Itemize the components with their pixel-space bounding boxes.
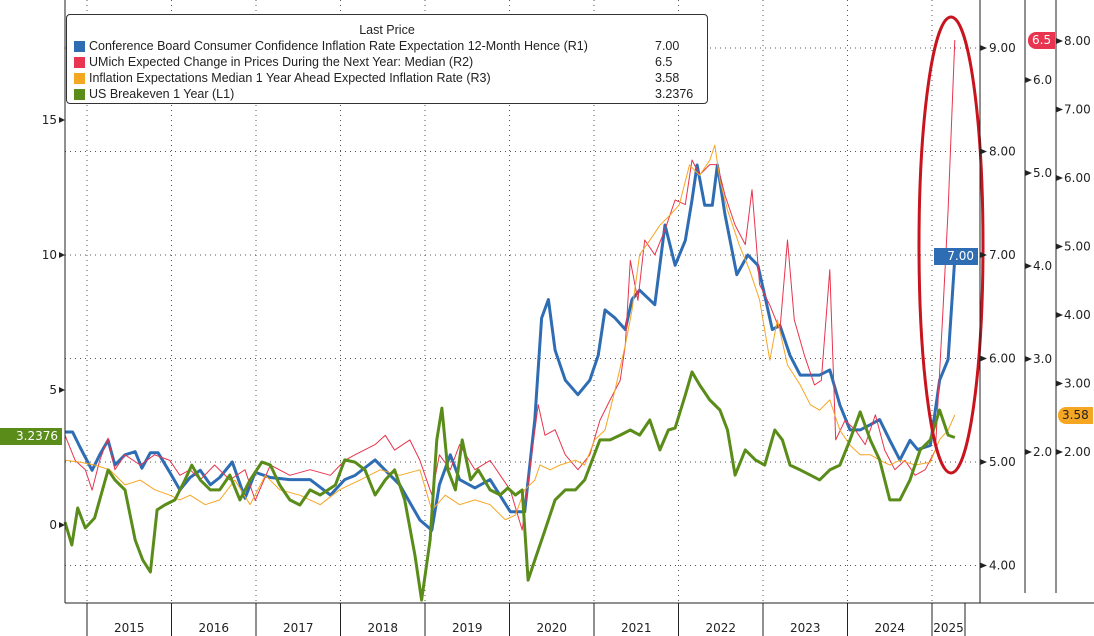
l1-tick — [59, 117, 65, 123]
l1-tick-label: 10 — [42, 248, 57, 262]
legend-value: 6.5 — [655, 55, 673, 69]
r3-tick — [1056, 380, 1063, 387]
last-value-tag-r3: 3.58 — [1058, 407, 1093, 424]
r3-tick — [1056, 106, 1063, 113]
r1-tick-label: 8.00 — [989, 145, 1016, 159]
series-line-l1 — [63, 370, 956, 602]
l1-tick-label: 0 — [49, 518, 57, 532]
r2-tick — [1025, 356, 1032, 362]
legend-entry-inflation-expectations: Inflation Expectations Median 1 Year Ahe… — [67, 70, 707, 86]
legend-label: Inflation Expectations Median 1 Year Ahe… — [89, 71, 491, 85]
highlight-ellipse-annotation — [917, 15, 985, 475]
x-tick-label: 2024 — [874, 621, 905, 635]
x-tick-label: 2021 — [621, 621, 652, 635]
r2-tick — [1025, 449, 1032, 455]
last-value-tag-l1: 3.2376 — [0, 428, 62, 445]
x-tick-label: 2023 — [790, 621, 821, 635]
legend-value: 3.2376 — [655, 87, 694, 101]
l1-tick-label: 15 — [42, 113, 57, 127]
legend-swatch — [74, 72, 85, 84]
last-value-tag-r1: 7.00 — [934, 248, 978, 265]
r1-tick — [980, 459, 987, 465]
x-tick-label: 2018 — [367, 621, 398, 635]
r2-tick — [1025, 170, 1032, 176]
r1-tick — [980, 45, 987, 51]
r1-tick — [980, 562, 987, 569]
l1-tick-label: 5 — [49, 383, 57, 397]
l1-tick — [59, 387, 65, 393]
r1-tick — [980, 252, 987, 258]
x-tick-label: 2015 — [114, 621, 145, 635]
r3-tick — [1056, 38, 1063, 44]
r2-tick-label: 3.0 — [1033, 352, 1052, 366]
legend-swatch — [74, 88, 85, 100]
x-tick-label: 2025 — [933, 621, 964, 635]
r3-tick — [1056, 312, 1063, 318]
series-line-r3 — [64, 144, 956, 521]
series-layer — [63, 39, 957, 602]
legend-entry-breakeven: US Breakeven 1 Year (L1) 3.2376 — [67, 86, 707, 102]
x-tick-label: 2019 — [452, 621, 483, 635]
r2-tick-label: 5.0 — [1033, 166, 1052, 180]
series-line-r2 — [64, 39, 956, 531]
legend-entry-conference-board: Conference Board Consumer Confidence Inf… — [67, 38, 707, 54]
legend-label: US Breakeven 1 Year (L1) — [89, 87, 235, 101]
legend-label: Conference Board Consumer Confidence Inf… — [89, 39, 588, 53]
r2-tick-label: 6.0 — [1033, 73, 1052, 87]
legend: Last Price Conference Board Consumer Con… — [66, 14, 708, 104]
r2-tick — [1025, 263, 1032, 269]
r3-tick-label: 8.00 — [1064, 34, 1091, 48]
r2-tick-label: 2.0 — [1033, 445, 1052, 459]
x-tick-label: 2016 — [198, 621, 229, 635]
r1-tick-label: 4.00 — [989, 559, 1016, 573]
series-line-r1 — [65, 163, 957, 532]
r2-tick — [1025, 77, 1032, 83]
r1-tick — [980, 148, 987, 155]
x-tick-label: 2022 — [705, 621, 736, 635]
r2-tick-label: 4.0 — [1033, 259, 1052, 273]
legend-value: 7.00 — [655, 39, 680, 53]
r3-tick-label: 3.00 — [1064, 377, 1091, 391]
r1-tick-label: 5.00 — [989, 455, 1016, 469]
last-value-tag-r2: 6.5 — [1028, 32, 1056, 49]
r3-tick — [1056, 449, 1063, 455]
r3-tick-label: 5.00 — [1064, 240, 1091, 254]
legend-title: Last Price — [359, 23, 415, 37]
legend-entry-umich: UMich Expected Change in Prices During t… — [67, 54, 707, 70]
l1-tick — [59, 522, 65, 528]
axes-layer: 15 10 5 0 9.00 8.00 7.00 6.00 5.00 4.00 6.0 5.0 4.0 3… — [42, 0, 1094, 636]
r1-tick-label: 6.00 — [989, 352, 1016, 366]
r3-tick-label: 6.00 — [1064, 171, 1091, 185]
x-tick-label: 2020 — [536, 621, 567, 635]
x-tick-label: 2017 — [283, 621, 314, 635]
r3-tick-label: 4.00 — [1064, 308, 1091, 322]
r3-tick — [1056, 243, 1063, 250]
r1-tick — [980, 355, 987, 362]
legend-swatch — [74, 40, 85, 52]
legend-swatch — [74, 56, 85, 68]
legend-value: 3.58 — [655, 71, 680, 85]
r3-tick — [1056, 175, 1063, 181]
r3-tick-label: 7.00 — [1064, 103, 1091, 117]
legend-label: UMich Expected Change in Prices During t… — [89, 55, 474, 69]
r1-tick-label: 7.00 — [989, 248, 1016, 262]
r1-tick-label: 9.00 — [989, 41, 1016, 55]
l1-tick — [59, 252, 65, 258]
r3-tick-label: 2.00 — [1064, 445, 1091, 459]
